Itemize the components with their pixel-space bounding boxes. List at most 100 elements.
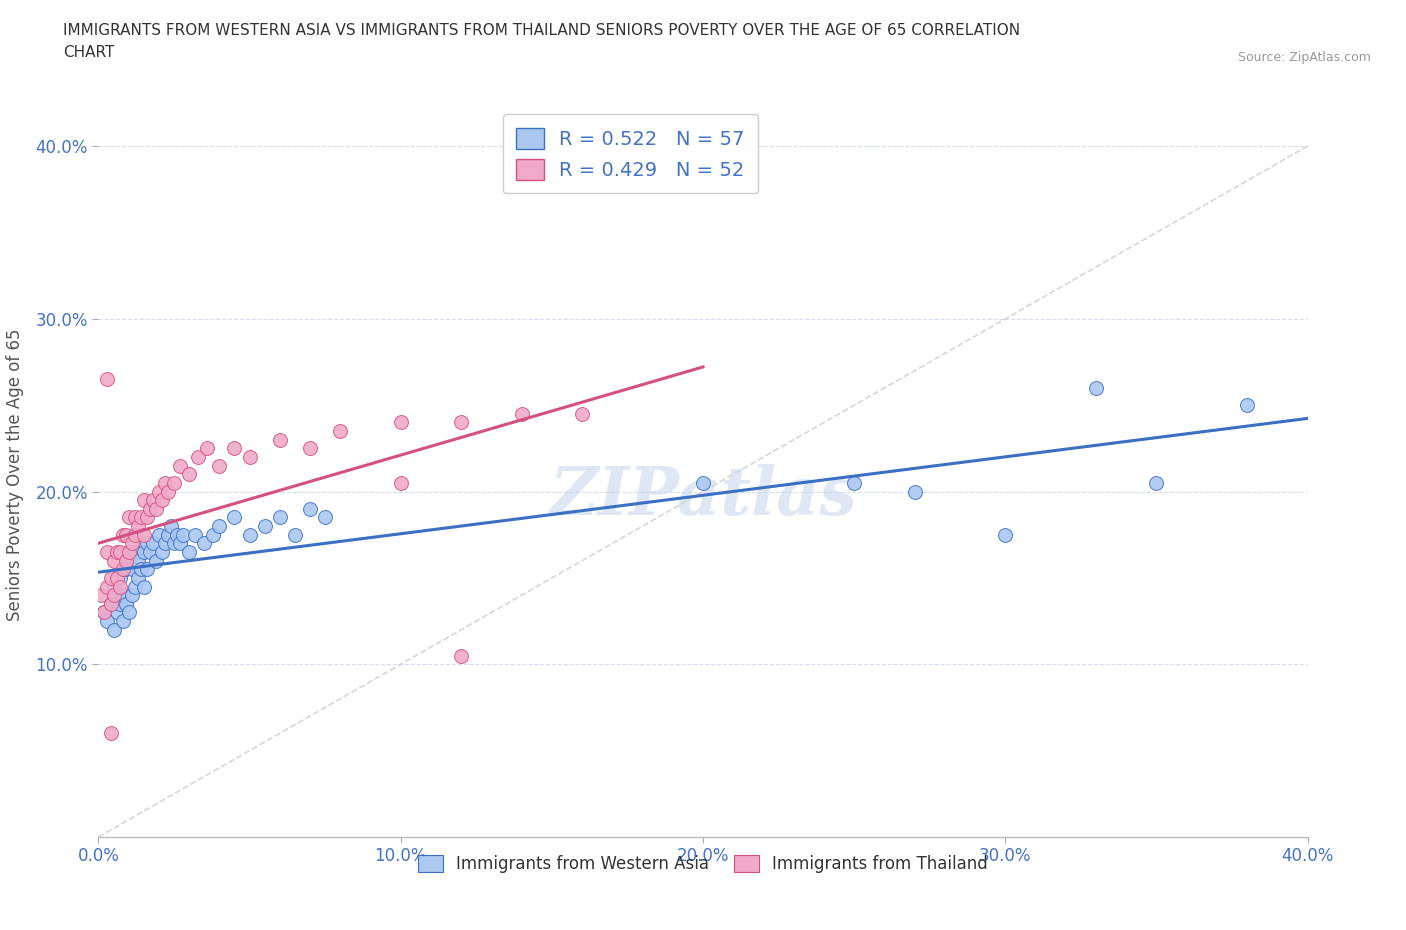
Point [571,406,593,421]
Point [329,424,352,439]
Point [148,527,170,542]
Point [108,596,131,611]
Point [111,588,134,603]
Point [145,553,167,568]
Point [269,510,291,525]
Point [100,596,122,611]
Point [105,605,128,620]
Point [100,596,122,611]
Point [111,562,134,577]
Point [153,475,176,490]
Point [103,579,125,594]
Point [105,588,128,603]
Point [163,475,186,490]
Point [208,458,231,473]
Y-axis label: Seniors Poverty Over the Age of 65: Seniors Poverty Over the Age of 65 [7,328,24,620]
Point [90,588,112,603]
Point [314,510,336,525]
Point [124,545,146,560]
Point [135,562,157,577]
Point [108,545,131,560]
Point [142,536,165,551]
Point [184,527,207,542]
Point [103,588,125,603]
Point [114,553,136,568]
Point [145,501,167,516]
Point [284,527,307,542]
Text: CHART: CHART [63,45,115,60]
Point [124,510,146,525]
Text: Source: ZipAtlas.com: Source: ZipAtlas.com [1237,51,1371,64]
Point [132,579,155,594]
Point [111,614,134,629]
Point [202,527,225,542]
Point [1144,475,1167,490]
Point [111,527,134,542]
Point [114,596,136,611]
Point [148,485,170,499]
Point [224,441,246,456]
Point [299,501,322,516]
Point [156,527,179,542]
Point [239,449,262,464]
Point [121,536,143,551]
Point [179,467,201,482]
Point [450,415,472,430]
Point [96,372,118,387]
Point [121,562,143,577]
Point [105,545,128,560]
Point [121,588,143,603]
Point [389,415,412,430]
Point [389,475,412,490]
Point [169,536,191,551]
Point [1236,398,1258,413]
Point [132,545,155,560]
Text: IMMIGRANTS FROM WESTERN ASIA VS IMMIGRANTS FROM THAILAND SENIORS POVERTY OVER TH: IMMIGRANTS FROM WESTERN ASIA VS IMMIGRAN… [63,23,1021,38]
Point [269,432,291,447]
Point [994,527,1017,542]
Legend: Immigrants from Western Asia, Immigrants from Thailand: Immigrants from Western Asia, Immigrants… [411,848,995,880]
Point [193,536,215,551]
Point [100,726,122,741]
Point [124,527,146,542]
Point [114,562,136,577]
Point [93,605,115,620]
Point [150,493,173,508]
Point [108,579,131,594]
Point [139,545,162,560]
Point [93,605,115,620]
Point [135,536,157,551]
Point [96,545,118,560]
Point [127,519,149,534]
Point [96,614,118,629]
Point [135,510,157,525]
Point [160,519,183,534]
Point [132,493,155,508]
Point [114,527,136,542]
Point [105,570,128,585]
Point [103,553,125,568]
Point [1085,380,1108,395]
Point [150,545,173,560]
Point [118,510,141,525]
Point [127,570,149,585]
Point [904,485,927,499]
Point [224,510,246,525]
Point [239,527,262,542]
Point [96,579,118,594]
Point [166,527,188,542]
Point [208,519,231,534]
Point [142,493,165,508]
Point [118,545,141,560]
Point [510,406,533,421]
Point [103,622,125,637]
Point [153,536,176,551]
Point [156,485,179,499]
Point [118,553,141,568]
Point [124,579,146,594]
Point [169,458,191,473]
Point [253,519,276,534]
Point [299,441,322,456]
Point [179,545,201,560]
Point [139,501,162,516]
